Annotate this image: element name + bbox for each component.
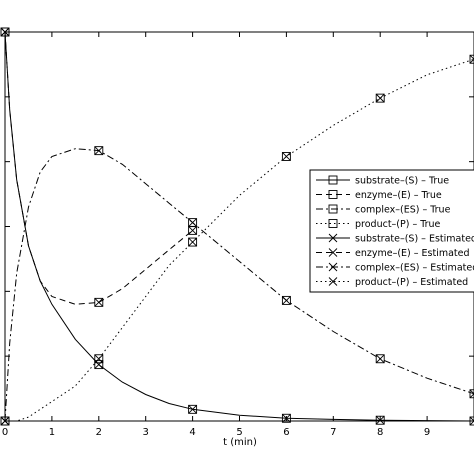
legend-marker-x (328, 248, 338, 257)
legend: substrate–(S) – True enzyme–(E) – True com… (309, 169, 474, 293)
data-point-x (469, 389, 474, 399)
data-point-x (0, 416, 10, 426)
series-1 (0, 27, 198, 307)
data-point-square (469, 54, 474, 64)
data-point-x (375, 415, 385, 425)
x-tick-label: 2 (96, 427, 102, 438)
legend-entry: complex–(ES) – Estimated (316, 263, 474, 274)
series-7 (0, 54, 474, 426)
x-tick-label: 4 (189, 427, 195, 438)
data-point-square (375, 93, 385, 103)
data-point-x (94, 146, 104, 155)
data-point-x (469, 54, 474, 64)
legend-marker-square (328, 175, 338, 185)
data-point-square (0, 416, 10, 426)
legend-entry: substrate–(S) – Estimated (316, 234, 474, 245)
data-point-x (282, 413, 291, 423)
data-point-square (188, 237, 198, 247)
x-axis-label: t (min) (223, 437, 257, 448)
legend-label: enzyme–(E) – Estimated (355, 248, 470, 259)
data-point-square (281, 295, 291, 305)
legend-entry: complex–(ES) – True (316, 205, 451, 216)
data-point-square (375, 354, 385, 364)
legend-entry: enzyme–(E) – Estimated (316, 248, 470, 259)
legend-box (309, 169, 474, 293)
legend-marker-x (328, 233, 338, 243)
data-point-square (94, 146, 104, 156)
legend-label: complex–(ES) – Estimated (355, 263, 474, 274)
data-point-x (188, 226, 197, 235)
data-point-square (469, 416, 474, 426)
legend-entry: product–(P) – True (316, 219, 441, 230)
data-point-square (469, 389, 474, 399)
x-tick-label: 5 (236, 427, 242, 438)
data-point-x (469, 416, 474, 426)
series-line (4, 31, 193, 305)
series-3 (0, 54, 474, 426)
data-point-x (94, 298, 104, 307)
data-point-square (94, 354, 104, 364)
data-point-square (94, 297, 104, 307)
legend-label: enzyme–(E) – True (355, 190, 442, 201)
x-tick-label: 7 (330, 427, 336, 438)
series-line (5, 58, 474, 422)
legend-marker-square (328, 204, 338, 214)
data-point-square (281, 152, 291, 161)
data-point-x (188, 218, 197, 227)
legend-entry: enzyme–(E) – True (316, 190, 442, 201)
legend-entry: product–(P) – Estimated (316, 277, 468, 288)
data-point-x (375, 93, 385, 103)
data-point-x (282, 296, 291, 305)
legend-marker-x (328, 262, 338, 272)
legend-label: complex–(ES) – True (355, 205, 451, 216)
legend-entry: substrate–(S) – True (316, 176, 449, 187)
data-point-square (188, 404, 198, 414)
data-point-x (0, 27, 10, 37)
legend-label: product–(P) – True (355, 219, 441, 230)
data-point-x (94, 354, 104, 364)
data-point-x (375, 354, 385, 364)
x-tick-label: 8 (377, 427, 383, 438)
data-point-square (188, 218, 198, 228)
x-tick-label: 9 (424, 427, 430, 438)
legend-marker-square (328, 219, 338, 228)
data-point-square (281, 413, 291, 423)
x-tick-label: 6 (283, 427, 289, 438)
data-point-square (0, 27, 10, 37)
series-line (4, 148, 474, 422)
data-point-square (375, 415, 385, 425)
data-point-x (188, 237, 197, 247)
legend-label: substrate–(S) – True (355, 176, 449, 187)
data-point-square (94, 360, 104, 370)
data-point-x (188, 405, 197, 414)
series-layer (0, 27, 474, 426)
legend-label: substrate–(S) – Estimated (355, 234, 474, 245)
legend-marker-square (328, 190, 338, 199)
series-5 (0, 27, 197, 307)
x-axis: 0 1 2 3 4 5 6 7 8 9 (2, 32, 430, 438)
x-tick-label: 0 (2, 427, 8, 438)
x-tick-label: 3 (143, 427, 149, 438)
data-point-x (282, 152, 291, 161)
legend-label: product–(P) – Estimated (355, 277, 468, 288)
legend-marker-x (328, 277, 338, 286)
x-tick-label: 1 (49, 427, 55, 438)
